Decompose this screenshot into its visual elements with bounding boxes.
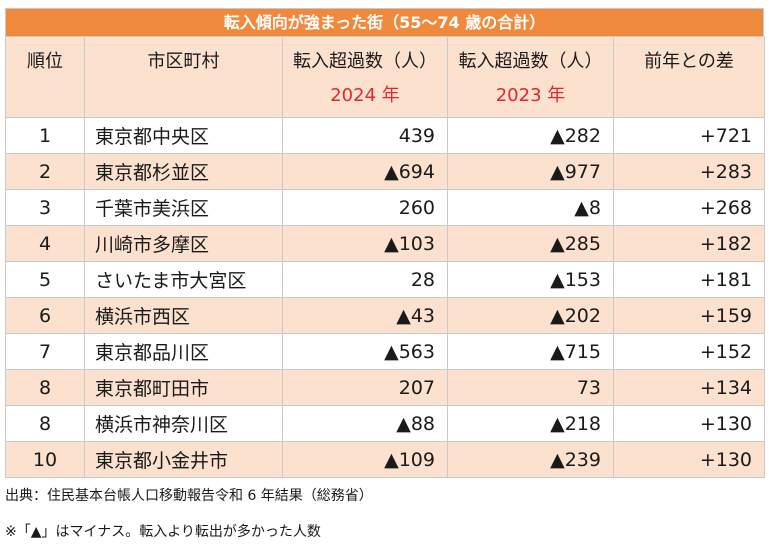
table-row: 3 千葉市美浜区 260 ▲8 +268 bbox=[5, 189, 765, 226]
header-rank: 順位 bbox=[5, 36, 85, 118]
value-2023-cell: 73 bbox=[447, 369, 614, 406]
value-2023-cell: ▲282 bbox=[447, 117, 614, 154]
diff-cell: +182 bbox=[613, 225, 765, 262]
city-cell: 川崎市多摩区 bbox=[84, 225, 283, 262]
city-cell: さいたま市大宮区 bbox=[84, 261, 283, 298]
table-title: 転入傾向が強まった街（55～74 歳の合計） bbox=[5, 8, 764, 36]
diff-cell: +181 bbox=[613, 261, 765, 298]
diff-cell: +283 bbox=[613, 153, 765, 190]
value-2023-cell: ▲715 bbox=[447, 333, 614, 370]
table-row: 5 さいたま市大宮区 28 ▲153 +181 bbox=[5, 261, 765, 298]
header-2024: 転入超過数（人） 2024 年 bbox=[282, 36, 448, 118]
diff-cell: +130 bbox=[613, 405, 765, 442]
table-row: 10 東京都小金井市 ▲109 ▲239 +130 bbox=[5, 441, 765, 478]
ranking-table-container: 転入傾向が強まった街（55～74 歳の合計） 順位 市区町村 転入超過数（人） … bbox=[5, 8, 765, 478]
value-2023-cell: ▲8 bbox=[447, 189, 614, 226]
city-cell: 横浜市神奈川区 bbox=[84, 405, 283, 442]
diff-cell: +152 bbox=[613, 333, 765, 370]
rank-cell: 4 bbox=[5, 225, 85, 262]
rank-cell: 2 bbox=[5, 153, 85, 190]
table-row: 1 東京都中央区 439 ▲282 +721 bbox=[5, 117, 765, 154]
value-2023-cell: ▲218 bbox=[447, 405, 614, 442]
rank-cell: 1 bbox=[5, 117, 85, 154]
value-2023-cell: ▲239 bbox=[447, 441, 614, 478]
diff-cell: +130 bbox=[613, 441, 765, 478]
header-2023-label: 転入超過数（人） bbox=[458, 51, 603, 72]
value-2024-cell: 439 bbox=[282, 117, 448, 154]
diff-cell: +159 bbox=[613, 297, 765, 334]
header-city: 市区町村 bbox=[84, 36, 283, 118]
rank-cell: 6 bbox=[5, 297, 85, 334]
city-cell: 東京都小金井市 bbox=[84, 441, 283, 478]
city-cell: 東京都品川区 bbox=[84, 333, 283, 370]
diff-cell: +721 bbox=[613, 117, 765, 154]
table-row: 6 横浜市西区 ▲43 ▲202 +159 bbox=[5, 297, 765, 334]
city-cell: 東京都杉並区 bbox=[84, 153, 283, 190]
header-2024-label: 転入超過数（人） bbox=[293, 51, 437, 72]
rank-cell: 5 bbox=[5, 261, 85, 298]
value-2023-cell: ▲285 bbox=[447, 225, 614, 262]
city-cell: 千葉市美浜区 bbox=[84, 189, 283, 226]
value-2023-cell: ▲202 bbox=[447, 297, 614, 334]
rank-cell: 8 bbox=[5, 405, 85, 442]
header-2023-year: 2023 年 bbox=[495, 85, 566, 106]
rank-cell: 10 bbox=[5, 441, 85, 478]
table-row: 7 東京都品川区 ▲563 ▲715 +152 bbox=[5, 333, 765, 370]
header-2024-year: 2024 年 bbox=[330, 85, 400, 106]
table-row: 8 東京都町田市 207 73 +134 bbox=[5, 369, 765, 406]
value-2024-cell: ▲103 bbox=[282, 225, 448, 262]
value-2024-cell: 260 bbox=[282, 189, 448, 226]
value-2023-cell: ▲153 bbox=[447, 261, 614, 298]
city-cell: 東京都町田市 bbox=[84, 369, 283, 406]
value-2024-cell: ▲109 bbox=[282, 441, 448, 478]
rank-cell: 7 bbox=[5, 333, 85, 370]
header-2023: 転入超過数（人） 2023 年 bbox=[447, 36, 614, 118]
city-cell: 横浜市西区 bbox=[84, 297, 283, 334]
diff-cell: +134 bbox=[613, 369, 765, 406]
value-2024-cell: ▲563 bbox=[282, 333, 448, 370]
rank-cell: 8 bbox=[5, 369, 85, 406]
value-2024-cell: ▲43 bbox=[282, 297, 448, 334]
header-diff: 前年との差 bbox=[613, 36, 765, 118]
city-cell: 東京都中央区 bbox=[84, 117, 283, 154]
ranking-table: 順位 市区町村 転入超過数（人） 2024 年 転入超過数（人） 2023 年 … bbox=[5, 36, 765, 478]
rank-cell: 3 bbox=[5, 189, 85, 226]
table-row: 2 東京都杉並区 ▲694 ▲977 +283 bbox=[5, 153, 765, 190]
source-note: 出典：住民基本台帳人口移動報告令和 6 年結果（総務省） bbox=[5, 488, 373, 504]
table-row: 4 川崎市多摩区 ▲103 ▲285 +182 bbox=[5, 225, 765, 262]
value-2024-cell: ▲88 bbox=[282, 405, 448, 442]
minus-note: ※「▲」はマイナス。転入より転出が多かった人数 bbox=[5, 524, 321, 540]
diff-cell: +268 bbox=[613, 189, 765, 226]
value-2024-cell: 28 bbox=[282, 261, 448, 298]
value-2023-cell: ▲977 bbox=[447, 153, 614, 190]
table-row: 8 横浜市神奈川区 ▲88 ▲218 +130 bbox=[5, 405, 765, 442]
header-row: 順位 市区町村 転入超過数（人） 2024 年 転入超過数（人） 2023 年 … bbox=[5, 36, 765, 118]
value-2024-cell: 207 bbox=[282, 369, 448, 406]
value-2024-cell: ▲694 bbox=[282, 153, 448, 190]
